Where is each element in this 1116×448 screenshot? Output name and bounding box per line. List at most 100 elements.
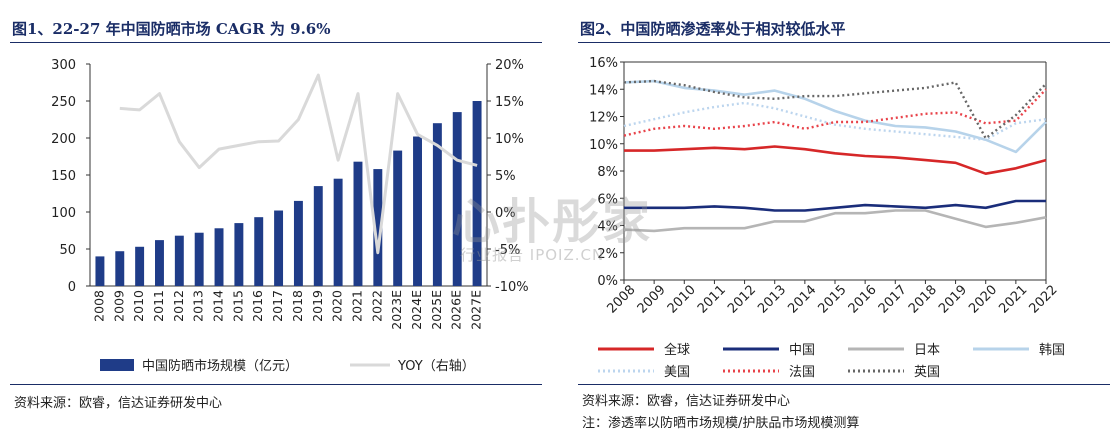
y-tick-label: 2% — [597, 247, 618, 262]
x-tick-label: 2019 — [310, 290, 325, 322]
legend-label: 法国 — [789, 365, 815, 380]
x-tick-label: 2019 — [936, 283, 970, 317]
x-tick-label: 2022 — [369, 290, 384, 322]
x-tick-label: 2015 — [230, 290, 245, 322]
x-tick-label: 2021 — [349, 290, 364, 322]
x-tick-label: 2009 — [111, 290, 126, 322]
bar — [313, 186, 323, 286]
bar — [135, 246, 145, 286]
left-title-rule — [10, 42, 542, 43]
series-line-英国 — [623, 79, 1047, 140]
x-tick-label: 2022 — [1027, 283, 1061, 317]
right-source-rule — [578, 384, 1110, 385]
y-tick-label: 6% — [597, 192, 618, 207]
right-note: 注：渗透率以防晒市场规模/护肤品市场规模测算 — [582, 416, 860, 431]
y2-tick-label: 15% — [495, 95, 524, 110]
bar — [452, 112, 462, 286]
y2-tick-label: 10% — [495, 132, 524, 147]
y-tick-label: 10% — [589, 138, 618, 153]
x-tick-label: 2014 — [211, 290, 226, 322]
legend-bar-label: 中国防晒市场规模（亿元） — [142, 358, 298, 374]
x-tick-label: 2012 — [725, 283, 759, 317]
bar — [174, 235, 184, 286]
x-tick-label: 2018 — [290, 290, 305, 322]
x-tick-label: 2020 — [330, 290, 345, 322]
bar — [413, 136, 422, 286]
y-tick-label: 12% — [589, 111, 618, 126]
bar — [293, 200, 303, 286]
x-tick-label: 2024E — [409, 290, 424, 330]
watermark-logo: 心扑彤家 — [452, 194, 653, 250]
y-tick-label: 0% — [597, 274, 618, 289]
watermark-text: 行业报告 IPOIZ.CN — [460, 246, 605, 264]
legend-label: 全球 — [664, 342, 690, 358]
bar — [234, 223, 244, 286]
x-tick-label: 2017 — [270, 290, 285, 322]
series-line-日本 — [623, 209, 1047, 233]
series-line-韩国 — [623, 79, 1047, 154]
left-source: 资料来源：欧睿，信达证券研发中心 — [14, 396, 223, 411]
x-tick-label: 2026E — [449, 290, 464, 330]
x-tick-label: 2023E — [389, 290, 404, 330]
right-panel: 图2、中国防晒渗透率处于相对较低水平 0% 2% 4% 6% 8% 10% 12% 14% 16… — [568, 0, 1116, 448]
y-tick-label: 0 — [68, 280, 76, 295]
bar — [373, 169, 383, 286]
x-tick-label: 2020 — [966, 283, 1000, 317]
x-tick-label: 2013 — [191, 290, 206, 322]
y-tick-label: 250 — [51, 95, 76, 110]
bar — [214, 228, 224, 286]
x-tick-label: 2027E — [469, 290, 484, 330]
bar — [95, 256, 105, 286]
left-title: 图1、22-27 年中国防晒市场 CAGR 为 9.6% — [12, 20, 331, 38]
legend-label: 日本 — [914, 343, 940, 358]
y-tick-label: 300 — [51, 58, 76, 73]
x-tick-label: 2014 — [785, 283, 819, 317]
bar — [155, 240, 164, 286]
y-tick-label: 150 — [51, 169, 76, 184]
bar — [194, 232, 204, 286]
x-tick-label: 2009 — [635, 283, 669, 317]
y-tick-label: 14% — [589, 83, 618, 98]
bar — [333, 178, 343, 286]
legend-bar-swatch — [100, 359, 134, 371]
x-tick-label: 2015 — [816, 283, 850, 317]
series-line-美国 — [623, 101, 1047, 141]
bar — [472, 101, 482, 286]
y-tick-label: 16% — [589, 56, 618, 71]
y2-tick-label: 0% — [495, 206, 516, 221]
legend-label: 中国 — [789, 343, 815, 358]
legend-line-label: YOY（右轴） — [397, 359, 475, 374]
right-title-rule — [578, 42, 1110, 43]
legend-label: 英国 — [914, 365, 940, 380]
y-tick-label: 50 — [59, 243, 76, 258]
x-tick-label: 2012 — [171, 290, 186, 322]
bar — [115, 251, 125, 286]
y2-tick-label: -10% — [495, 280, 529, 295]
y-tick-label: 4% — [597, 220, 618, 235]
right-source: 资料来源：欧睿，信达证券研发中心 — [582, 394, 791, 409]
x-tick-label: 2010 — [131, 290, 146, 322]
bar — [393, 150, 403, 286]
x-tick-label: 2021 — [996, 283, 1030, 317]
x-tick-label: 2011 — [151, 290, 166, 322]
y-tick-label: 8% — [597, 165, 618, 180]
bar — [254, 217, 264, 286]
left-chart: 0 50 100 150 200 250 300 -10% -5% 0% 5% 10% 15% 20% 20… — [51, 58, 529, 374]
legend-label: 美国 — [664, 365, 690, 380]
left-panel: 图1、22-27 年中国防晒市场 CAGR 为 9.6% 0 50 100 150 20… — [0, 0, 548, 448]
series-line-全球 — [624, 145, 1047, 175]
left-source-rule — [10, 384, 542, 385]
bar — [274, 210, 284, 286]
x-tick-label: 2010 — [665, 283, 699, 317]
bar — [353, 161, 363, 286]
right-chart: 0%2%4%6%8%10%12%14%16%200820092010201120… — [589, 56, 1065, 380]
y-tick-label: 200 — [51, 132, 76, 147]
x-tick-label: 2025E — [429, 290, 444, 330]
series-line-中国 — [624, 199, 1046, 212]
y2-tick-label: -5% — [495, 243, 520, 258]
x-tick-label: 2018 — [906, 283, 940, 317]
x-tick-label: 2008 — [91, 290, 106, 322]
yoy-line — [119, 73, 478, 255]
x-tick-label: 2013 — [755, 283, 789, 317]
x-tick-label: 2017 — [876, 283, 910, 317]
